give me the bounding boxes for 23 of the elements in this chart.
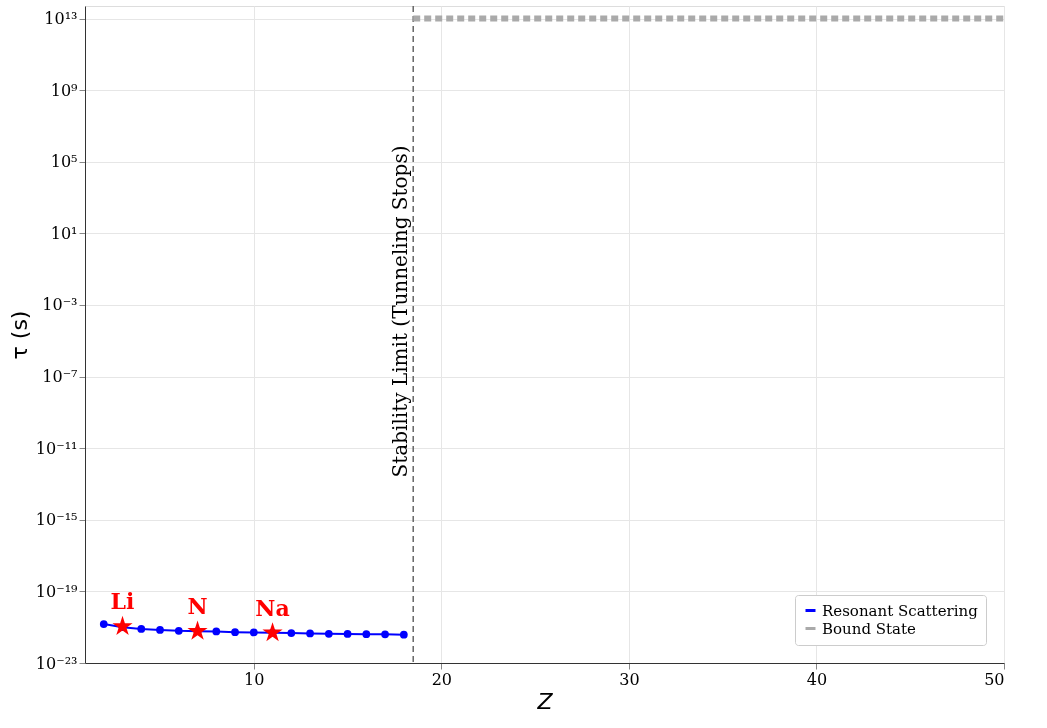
y-tick-label: 10⁻¹¹ xyxy=(35,438,78,458)
y-tick-label: 10⁻¹⁵ xyxy=(35,510,78,530)
y-tick-label: 10¹ xyxy=(50,223,78,243)
legend-label: Bound State xyxy=(822,619,917,638)
y-tick-label: 10⁻⁷ xyxy=(42,367,78,387)
y-tick-label: 10⁻¹⁹ xyxy=(35,581,79,601)
x-tick-label: 50 xyxy=(984,669,1005,689)
x-tick-label: 10 xyxy=(244,669,265,689)
y-tick-label: 10⁻³ xyxy=(42,295,78,315)
annotation: Na xyxy=(255,594,290,621)
y-tick-label: 10⁹ xyxy=(50,80,79,100)
annotation: N xyxy=(187,593,208,620)
y-tick-label: 10⁻²³ xyxy=(35,653,78,673)
x-tick-label: 30 xyxy=(619,669,640,689)
y-axis-title: τ (s) xyxy=(6,310,32,360)
x-tick-label: 20 xyxy=(431,669,453,689)
y-tick-label: 10¹³ xyxy=(44,9,78,29)
y-tick-label: 10⁵ xyxy=(50,152,78,172)
x-tick-label: 40 xyxy=(806,669,828,689)
legend-label: Resonant Scattering xyxy=(822,601,979,620)
ref-line-label: Stability Limit (Tunneling Stops) xyxy=(388,145,413,478)
x-axis-title: Z xyxy=(536,688,554,714)
annotation: Li xyxy=(110,588,135,615)
